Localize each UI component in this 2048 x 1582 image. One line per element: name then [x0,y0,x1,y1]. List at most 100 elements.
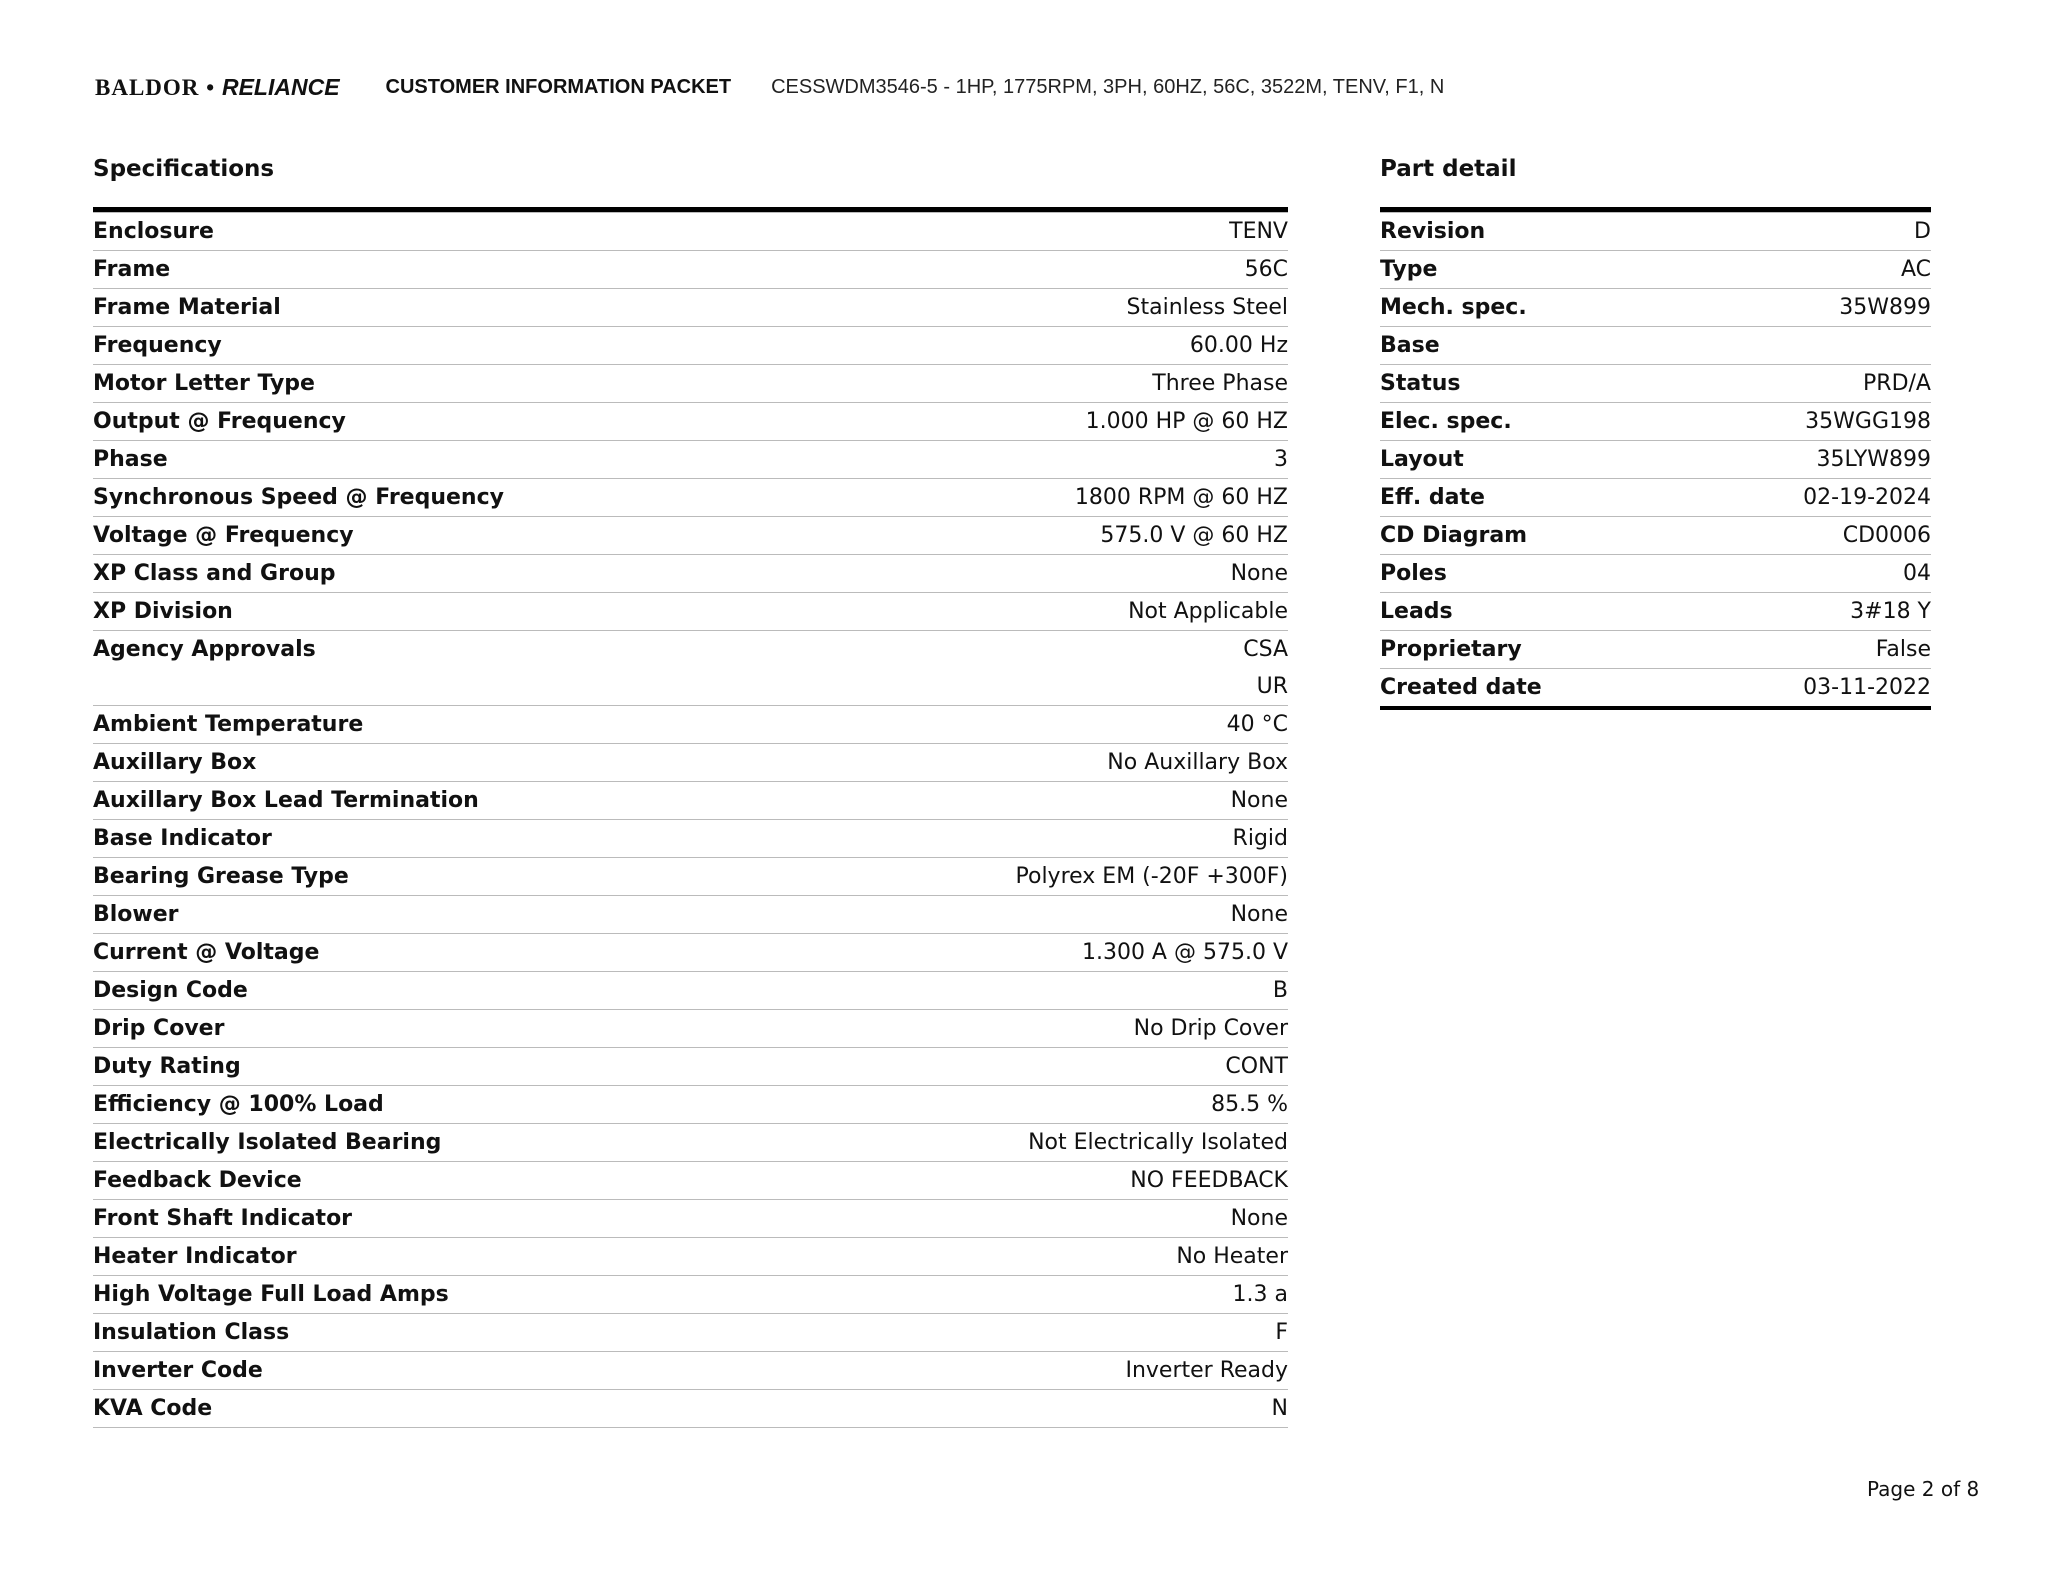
row-label: Poles [1380,554,1688,593]
row-value: 35LYW899 [1687,440,1931,479]
row-value: Not Electrically Isolated [811,1123,1288,1162]
part-detail-title: Part detail [1380,156,1517,182]
row-value: D [1687,212,1931,251]
value-line: Three Phase [1152,371,1288,396]
table-row: Output @ Frequency 1.000 HP @ 60 HZ [93,402,1288,441]
row-value: 575.0 V @ 60 HZ [811,516,1288,555]
table-row: XP Division Not Applicable [93,592,1288,631]
value-line: No Drip Cover [1133,1016,1288,1041]
value-line: UR [1256,674,1288,699]
row-value: 85.5 % [811,1085,1288,1124]
value-line: Not Applicable [1128,599,1288,624]
row-label: CD Diagram [1380,516,1688,555]
value-line: 40 °C [1226,712,1288,737]
value-line: 1.000 HP @ 60 HZ [1085,409,1288,434]
row-value: Stainless Steel [811,288,1288,327]
value-line: False [1875,637,1931,662]
row-label: Bearing Grease Type [93,857,812,896]
row-value: F [811,1313,1288,1352]
row-value [1687,326,1931,365]
row-value: Inverter Ready [811,1351,1288,1390]
packet-title: CUSTOMER INFORMATION PACKET [385,75,732,98]
row-value: False [1687,630,1931,669]
table-row: Base [1380,326,1931,365]
table-row: Auxillary Box Lead Termination None [93,781,1288,820]
value-line: 3#18 Y [1850,599,1931,624]
row-value: None [811,895,1288,934]
value-line: Inverter Ready [1125,1358,1288,1383]
row-label: Revision [1380,212,1688,251]
table-row: Layout 35LYW899 [1380,440,1931,479]
row-label: Output @ Frequency [93,402,812,441]
row-value: None [811,1199,1288,1238]
value-line: None [1230,1206,1288,1231]
value-line: 60.00 Hz [1189,333,1288,358]
row-value: Rigid [811,819,1288,858]
value-line: 1.3 a [1232,1282,1288,1307]
table-row: High Voltage Full Load Amps 1.3 a [93,1275,1288,1314]
table-row: Frequency 60.00 Hz [93,326,1288,365]
table-row: Enclosure TENV [93,212,1288,251]
row-label: Auxillary Box [93,743,812,782]
row-label: Current @ Voltage [93,933,812,972]
value-line: 3 [1274,447,1288,472]
row-label: High Voltage Full Load Amps [93,1275,812,1314]
row-label: Mech. spec. [1380,288,1688,327]
row-label: Duty Rating [93,1047,812,1086]
row-label: Agency Approvals [93,630,812,706]
value-line: 35W899 [1839,295,1931,320]
table-row: Created date 03-11-2022 [1380,668,1931,709]
row-value: B [811,971,1288,1010]
row-label: Eff. date [1380,478,1688,517]
value-line: PRD/A [1863,371,1931,396]
row-value: CONT [811,1047,1288,1086]
value-line: 575.0 V @ 60 HZ [1100,523,1288,548]
table-row: Drip Cover No Drip Cover [93,1009,1288,1048]
value-line: CD0006 [1842,523,1931,548]
row-label: Heater Indicator [93,1237,812,1276]
table-row: Front Shaft Indicator None [93,1199,1288,1238]
row-label: Design Code [93,971,812,1010]
row-label: XP Class and Group [93,554,812,593]
row-label: Base [1380,326,1688,365]
table-row: Efficiency @ 100% Load 85.5 % [93,1085,1288,1124]
row-value: No Heater [811,1237,1288,1276]
table-row: Frame Material Stainless Steel [93,288,1288,327]
value-line: Stainless Steel [1126,295,1288,320]
row-label: Feedback Device [93,1161,812,1200]
row-label: Status [1380,364,1688,403]
table-row: Insulation Class F [93,1313,1288,1352]
row-label: Enclosure [93,212,812,251]
table-row: Heater Indicator No Heater [93,1237,1288,1276]
row-label: Created date [1380,668,1688,709]
row-value: 35W899 [1687,288,1931,327]
row-label: Blower [93,895,812,934]
table-row: Ambient Temperature 40 °C [93,705,1288,744]
row-label: Frame Material [93,288,812,327]
row-value: AC [1687,250,1931,289]
row-label: Base Indicator [93,819,812,858]
value-line: 03-11-2022 [1803,675,1931,700]
table-row: Frame 56C [93,250,1288,289]
row-label: Motor Letter Type [93,364,812,403]
value-line: B [1272,978,1288,1003]
row-label: Leads [1380,592,1688,631]
table-row: KVA Code N [93,1389,1288,1428]
value-line: Polyrex EM (-20F +300F) [1015,864,1289,889]
row-value: CD0006 [1687,516,1931,555]
value-line: F [1275,1320,1288,1345]
specifications-title: Specifications [93,156,275,182]
row-value: Not Applicable [811,592,1288,631]
row-value: 1800 RPM @ 60 HZ [811,478,1288,517]
row-value: 02-19-2024 [1687,478,1931,517]
value-line: Rigid [1232,826,1288,851]
row-value: 35WGG198 [1687,402,1931,441]
value-line: CSA [1243,637,1288,662]
value-line: 1800 RPM @ 60 HZ [1074,485,1288,510]
table-row: CD Diagram CD0006 [1380,516,1931,555]
row-label: Elec. spec. [1380,402,1688,441]
value-line: 56C [1244,257,1288,282]
table-row: Design Code B [93,971,1288,1010]
baldor-reliance-logo: BALDOR • RELIANCE [95,73,340,100]
row-value: TENV [811,212,1288,251]
